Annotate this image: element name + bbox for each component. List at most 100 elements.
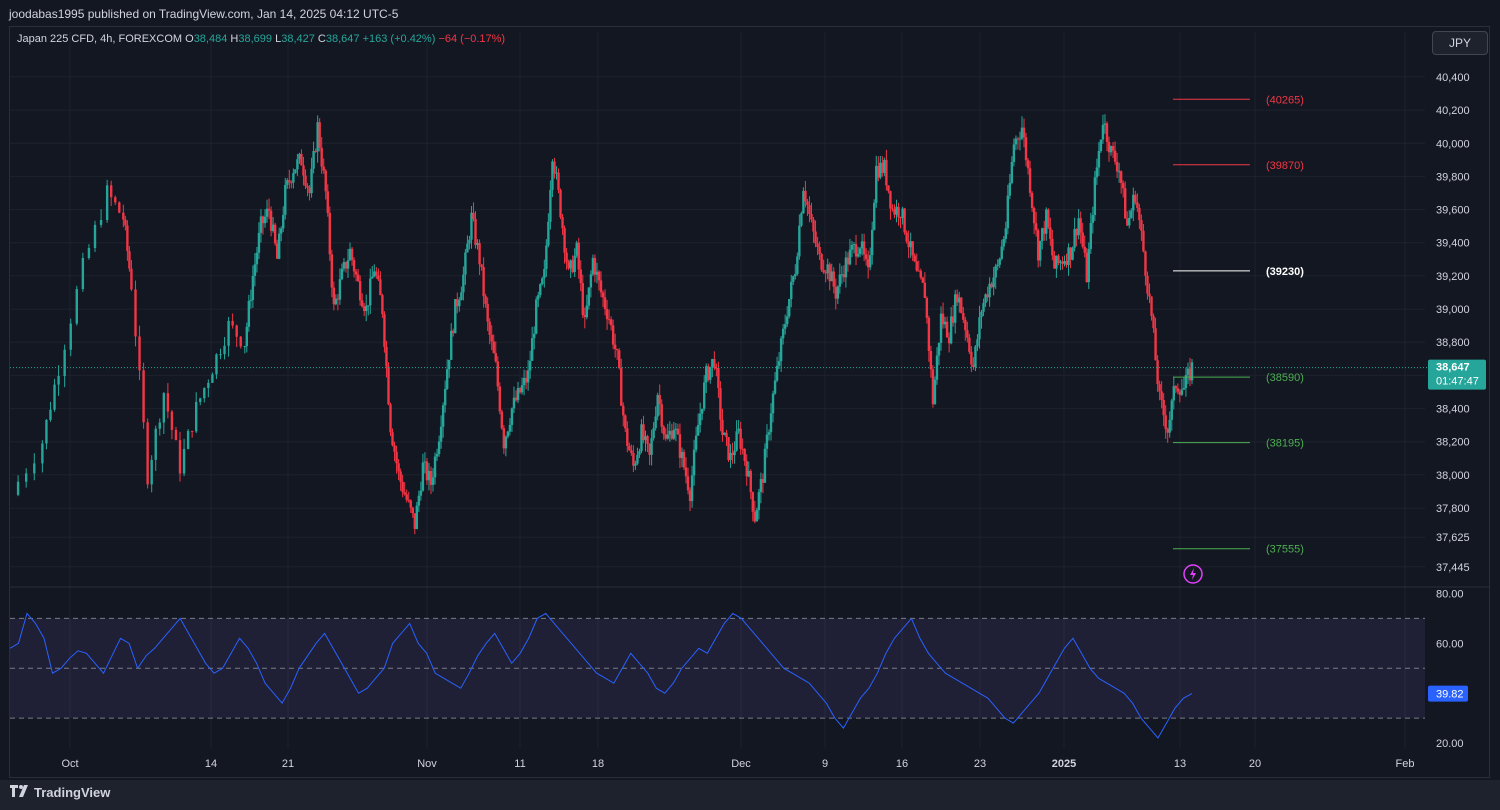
- candle-body: [1107, 141, 1111, 153]
- candle-body: [755, 510, 759, 522]
- candle-body: [1136, 202, 1139, 208]
- candle-body: [417, 495, 421, 506]
- candle-body: [458, 300, 461, 307]
- candle-body: [134, 289, 137, 337]
- candle-body: [605, 309, 609, 320]
- level-label-support: (37555): [1266, 544, 1304, 556]
- currency-button[interactable]: JPY: [1432, 31, 1488, 55]
- candle-body: [599, 280, 603, 293]
- candle-body: [988, 283, 991, 298]
- candle-body: [824, 272, 827, 274]
- candle-body: [326, 191, 329, 213]
- candle-body: [387, 366, 390, 405]
- candle-body: [520, 385, 524, 393]
- candle-body: [405, 494, 408, 500]
- candle-body: [1132, 194, 1135, 211]
- candle-body: [1091, 215, 1095, 223]
- candle-body: [344, 261, 348, 269]
- candle-body: [705, 366, 708, 383]
- candle-body: [587, 287, 591, 306]
- candle-body: [990, 283, 993, 288]
- candle-body: [401, 481, 404, 493]
- candle-body: [1156, 360, 1159, 385]
- change2-value: −64 (−0.17%): [438, 33, 506, 45]
- candle-body: [721, 419, 724, 435]
- candle-body: [814, 231, 817, 244]
- candle-body: [1154, 328, 1157, 361]
- candle-body: [75, 289, 78, 324]
- candle-body: [203, 388, 206, 399]
- candle-body: [945, 321, 949, 338]
- candle-body: [377, 275, 380, 280]
- candle-body: [166, 393, 170, 412]
- candle-body: [1146, 275, 1149, 294]
- candle-body: [247, 300, 251, 327]
- candle-body: [354, 271, 358, 275]
- level-label-resistance: (39870): [1266, 160, 1304, 172]
- candle-body: [375, 271, 378, 276]
- candle-body: [881, 162, 884, 173]
- candle-body: [978, 317, 981, 340]
- candle-body: [589, 274, 593, 288]
- candle-body: [711, 359, 714, 367]
- candle-body: [33, 463, 36, 474]
- candle-body: [707, 366, 710, 380]
- candle-body: [454, 299, 457, 334]
- candle-body: [628, 445, 631, 451]
- candle-body: [555, 172, 558, 174]
- candle-body: [484, 296, 487, 304]
- candle-body: [723, 432, 726, 435]
- candle-body: [654, 416, 657, 429]
- time-tick-label: 21: [282, 758, 294, 770]
- candle-body: [57, 376, 60, 385]
- candle-body: [423, 461, 427, 463]
- candle-body: [468, 239, 471, 244]
- candle-body: [727, 437, 730, 460]
- candle-body: [348, 248, 352, 261]
- candle-body: [533, 333, 536, 339]
- candle-body: [310, 168, 313, 194]
- candle-body: [114, 197, 117, 203]
- last-price-badge: [1428, 359, 1486, 390]
- candle-body: [636, 454, 639, 464]
- candle-body: [553, 161, 556, 174]
- close-label: C: [317, 33, 326, 45]
- candle-body: [1176, 388, 1180, 392]
- candle-body: [741, 448, 744, 450]
- candle-body: [118, 202, 121, 213]
- candle-body: [595, 271, 599, 275]
- candle-body: [547, 221, 550, 246]
- brand-logo[interactable]: TradingView: [10, 785, 110, 800]
- candle-body: [269, 210, 273, 231]
- candle-body: [607, 319, 611, 321]
- price-tick-label: 39,600: [1436, 205, 1470, 217]
- price-tick-label: 37,445: [1436, 562, 1470, 574]
- candle-body: [909, 241, 912, 248]
- candle-body: [87, 248, 91, 258]
- candle-body: [968, 337, 971, 352]
- candle-body: [514, 397, 518, 401]
- candle-body: [672, 429, 676, 439]
- candle-body: [1152, 316, 1155, 329]
- candle-body: [126, 225, 129, 252]
- candle-body: [464, 252, 467, 275]
- candle-body: [346, 260, 350, 269]
- price-tick-label: 38,800: [1436, 337, 1470, 349]
- candle-body: [397, 463, 400, 472]
- candle-body: [1121, 183, 1125, 189]
- candle-body: [828, 264, 831, 282]
- candle-body: [367, 305, 370, 307]
- candle-body: [1150, 296, 1153, 317]
- candle-body: [373, 271, 376, 277]
- candle-body: [743, 449, 746, 462]
- last-price-label: 38,647: [1436, 362, 1470, 374]
- candle-body: [49, 409, 52, 420]
- candle-body: [1067, 247, 1070, 265]
- candle-body: [994, 266, 997, 278]
- lightning-alert-icon[interactable]: [1183, 564, 1203, 584]
- candle-body: [751, 492, 754, 512]
- candle-body: [929, 350, 933, 370]
- candle-body: [771, 393, 775, 414]
- candle-body: [864, 254, 868, 260]
